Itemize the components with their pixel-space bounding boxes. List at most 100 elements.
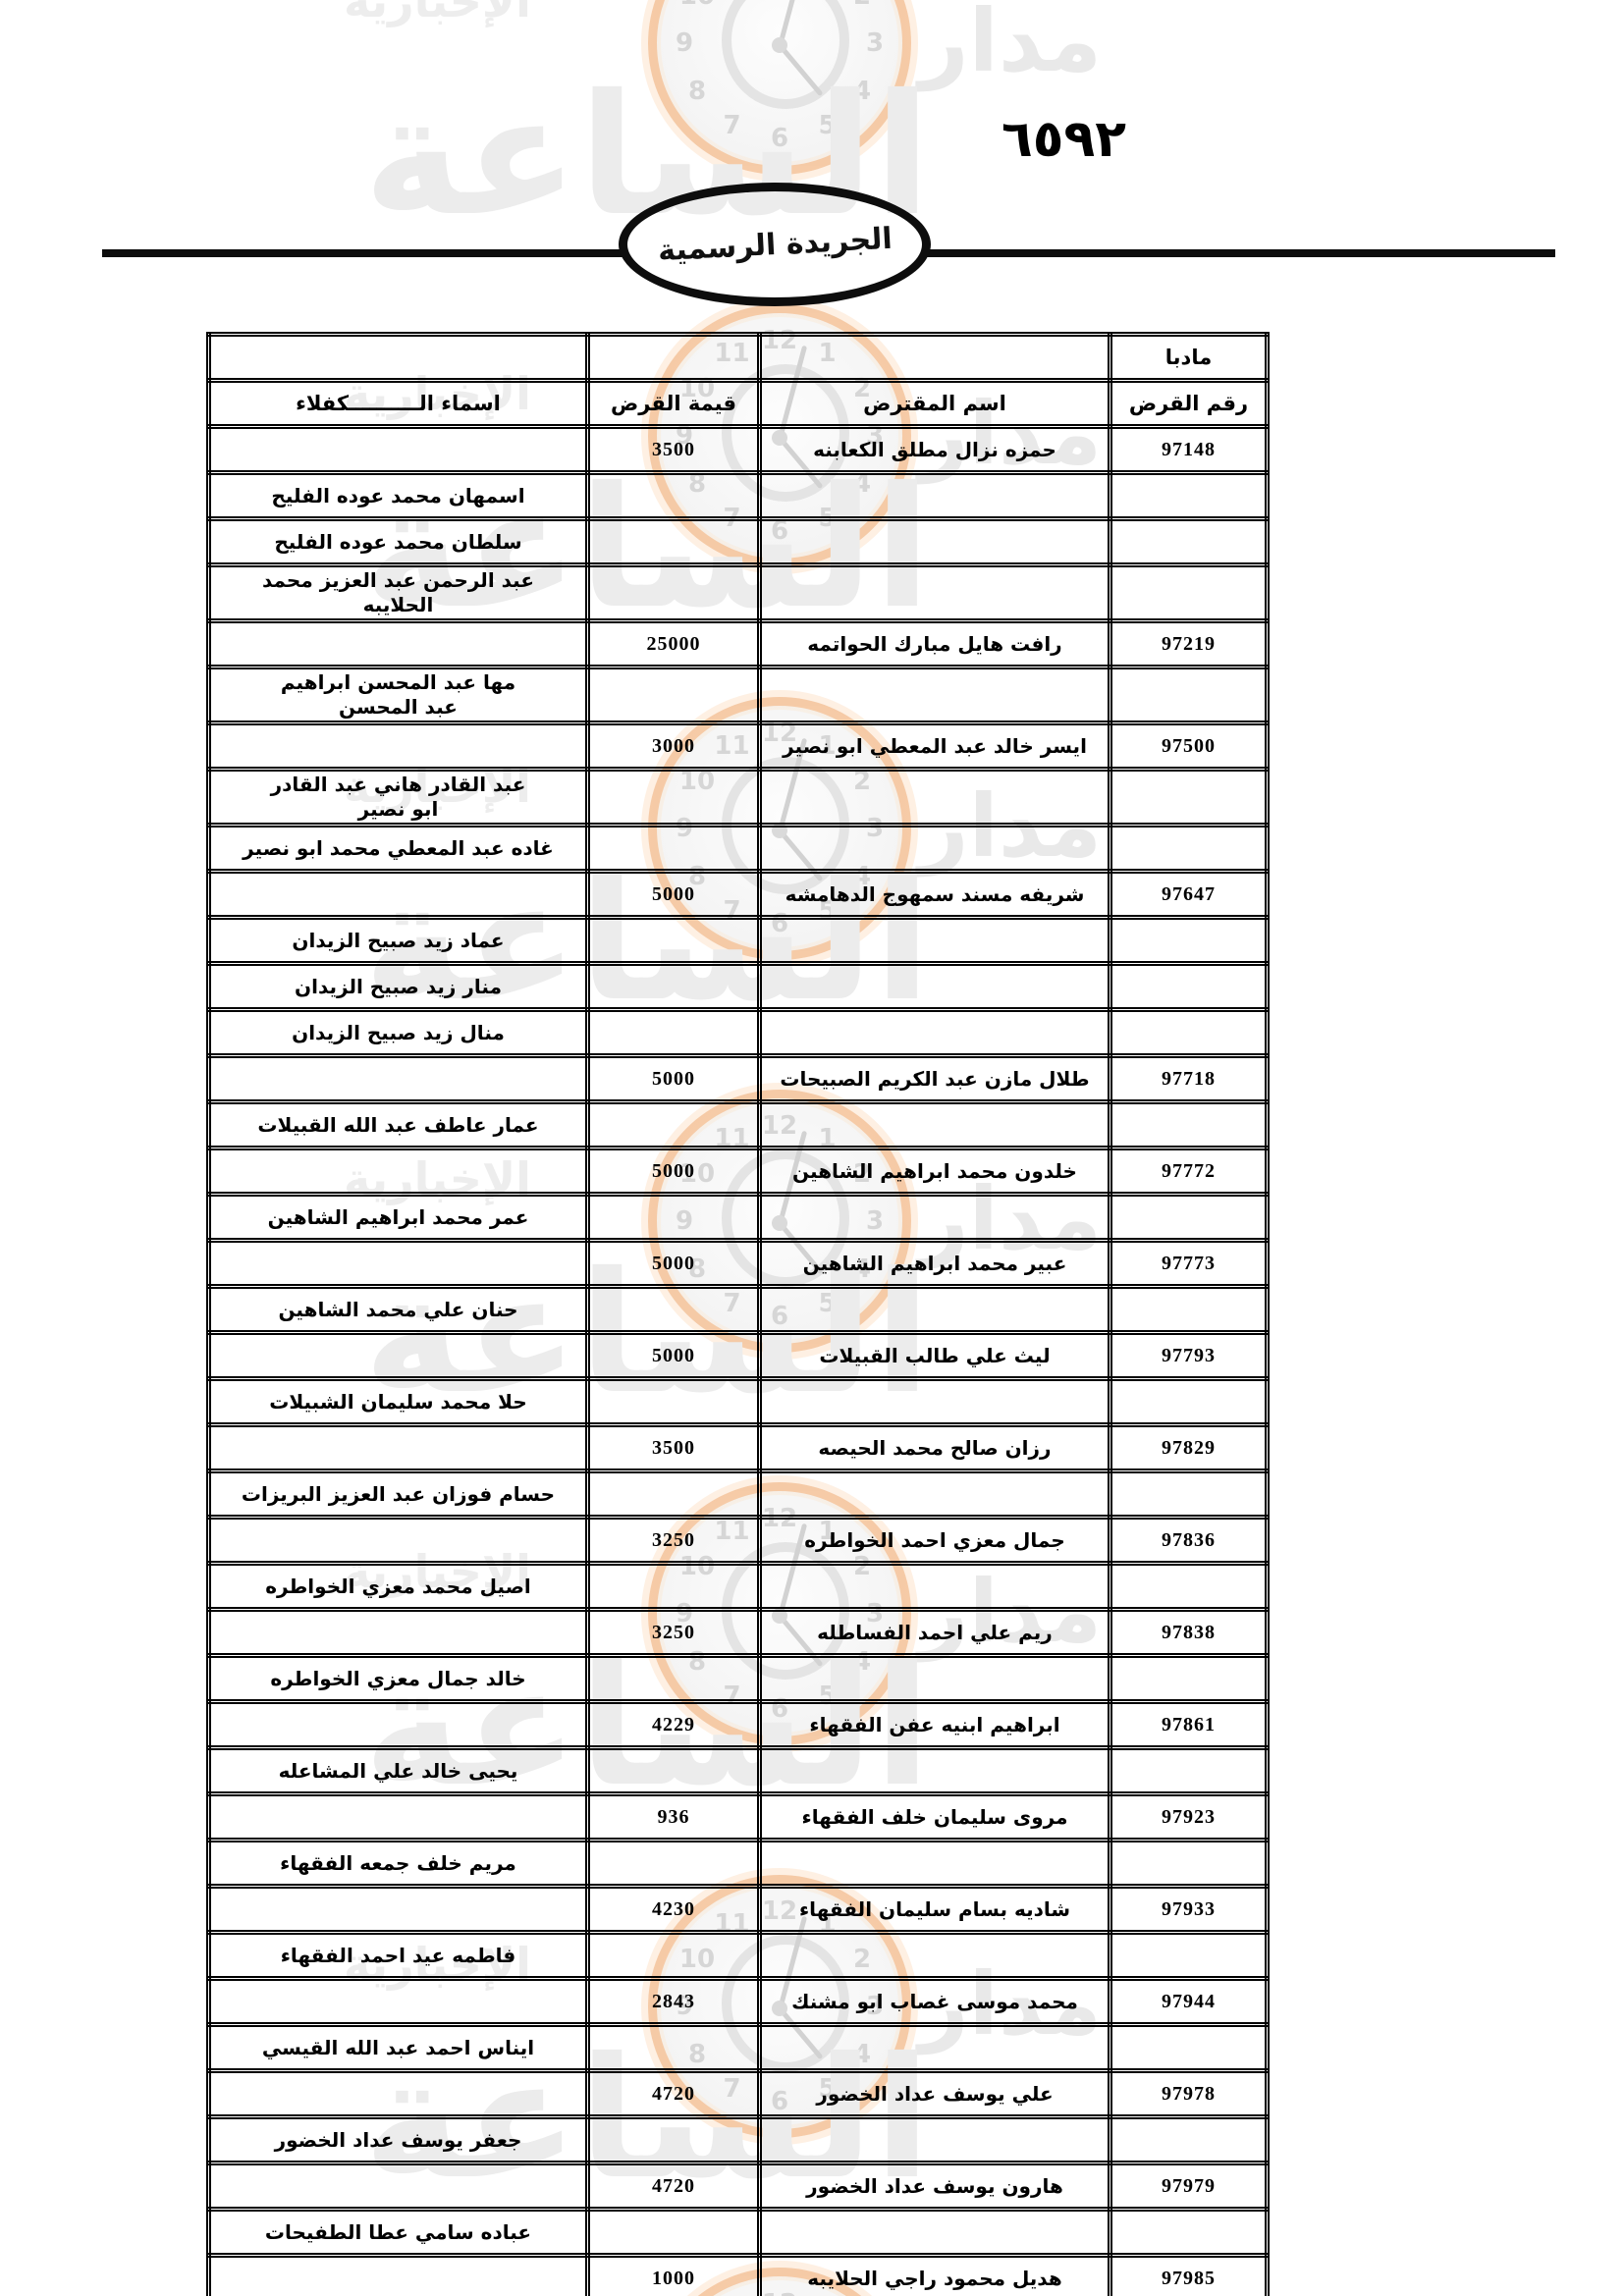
- table-row-guarantor: حسام فوزان عبد العزيز البريزات: [206, 1468, 1270, 1520]
- table-row-loan: 97933 شاديه بسام سليمان الفقهاء 4230: [206, 1884, 1270, 1935]
- loan-amount-cell: 4720: [585, 2068, 762, 2119]
- loan-amount-cell: 5000: [585, 1146, 762, 1197]
- empty-cell: [585, 2022, 762, 2073]
- guarantor-empty-cell: [206, 1053, 590, 1104]
- guarantor-empty-cell: [206, 1791, 590, 1842]
- empty-cell: [585, 516, 762, 567]
- guarantor-name-cell: عماد زيد صبيح الزيدان: [206, 915, 590, 966]
- empty-cell: [1108, 2207, 1270, 2258]
- empty-cell: [1108, 1561, 1270, 1612]
- table-row-loan: 97978 علي يوسف عداد الخضور 4720: [206, 2068, 1270, 2119]
- loan-number-cell: 97829: [1108, 1422, 1270, 1473]
- loan-amount-cell: 1000: [585, 2253, 762, 2296]
- table-row-guarantor: عمر محمد ابراهيم الشاهين: [206, 1192, 1270, 1243]
- empty-cell: [585, 767, 762, 828]
- empty-cell: [585, 1838, 762, 1889]
- guarantor-empty-cell: [206, 1146, 590, 1197]
- loan-number-cell: 97985: [1108, 2253, 1270, 2296]
- region-cell: مادبا: [1108, 332, 1270, 383]
- watermark-brand-word: الإخبارية: [344, 0, 531, 27]
- empty-cell: [585, 332, 762, 383]
- col-header-loan-number: رقم القرض: [1108, 378, 1270, 429]
- table-row-region: مادبا: [206, 332, 1270, 383]
- empty-cell: [585, 2207, 762, 2258]
- table-row-guarantor: غاده عبد المعطي محمد ابو نصير: [206, 823, 1270, 874]
- table-row-guarantor: خالد جمال معزي الخواطره: [206, 1653, 1270, 1704]
- empty-cell: [757, 1745, 1112, 1796]
- table-row-loan: 97985 هديل محمود راجي الحلايبه 1000: [206, 2253, 1270, 2296]
- clock-minute-hand: [777, 0, 808, 49]
- guarantor-name-cell: جعفر يوسف عداد الخضور: [206, 2114, 590, 2165]
- borrower-name-cell: هديل محمود راجي الحلايبه: [757, 2253, 1112, 2296]
- guarantor-name-cell: ايناس احمد عبد الله القيسي: [206, 2022, 590, 2073]
- table-row-guarantor: اسمهان محمد عوده الفليح: [206, 470, 1270, 521]
- table-row-guarantor: عباده سامي عطا الطفيحات: [206, 2207, 1270, 2258]
- borrower-name-cell: طلال مازن عبد الكريم الصبيحات: [757, 1053, 1112, 1104]
- borrower-name-cell: حمزه نزال مطلق الكعابنه: [757, 424, 1112, 475]
- guarantor-name-cell: غاده عبد المعطي محمد ابو نصير: [206, 823, 590, 874]
- loan-amount-cell: 3500: [585, 1422, 762, 1473]
- guarantor-empty-cell: [206, 2161, 590, 2212]
- empty-cell: [757, 2207, 1112, 2258]
- table-row-loan: 97944 محمد موسى غصاب ابو مشنك 2843: [206, 1976, 1270, 2027]
- loan-number-cell: 97838: [1108, 1607, 1270, 1658]
- guarantor-name-cell: حلا محمد سليمان الشبيلات: [206, 1376, 590, 1427]
- clock-number: 4: [852, 76, 872, 106]
- empty-cell: [757, 1007, 1112, 1058]
- table-row-loan: 97772 خلدون محمد ابراهيم الشاهين 5000: [206, 1146, 1270, 1197]
- loan-number-cell: 97718: [1108, 1053, 1270, 1104]
- empty-cell: [1108, 1930, 1270, 1981]
- table-row-guarantor: منال زيد صبيح الزيدان: [206, 1007, 1270, 1058]
- empty-cell: [757, 1653, 1112, 1704]
- empty-cell: [1108, 1468, 1270, 1520]
- table-row-guarantor: عماد زيد صبيح الزيدان: [206, 915, 1270, 966]
- empty-cell: [585, 915, 762, 966]
- empty-cell: [757, 1284, 1112, 1335]
- table-row-guarantor: اصيل محمد معزي الخواطره: [206, 1561, 1270, 1612]
- loan-number-cell: 97500: [1108, 721, 1270, 772]
- table-row-guarantor: ايناس احمد عبد الله القيسي: [206, 2022, 1270, 2073]
- empty-cell: [757, 1561, 1112, 1612]
- guarantor-name-cell: عبد القادر هاني عبد القادر ابو نصير: [206, 767, 590, 828]
- empty-cell: [1108, 823, 1270, 874]
- empty-cell: [757, 2114, 1112, 2165]
- header-rule-left: [102, 249, 626, 257]
- guarantor-name-cell: اصيل محمد معزي الخواطره: [206, 1561, 590, 1612]
- borrower-name-cell: شاديه بسام سليمان الفقهاء: [757, 1884, 1112, 1935]
- table-row-loan: 97836 جمال معزي احمد الخواطره 3250: [206, 1515, 1270, 1566]
- empty-cell: [757, 823, 1112, 874]
- empty-cell: [757, 1468, 1112, 1520]
- borrower-name-cell: محمد موسى غصاب ابو مشنك: [757, 1976, 1112, 2027]
- table-row-guarantor: جعفر يوسف عداد الخضور: [206, 2114, 1270, 2165]
- loan-number-cell: 97861: [1108, 1699, 1270, 1750]
- loan-amount-cell: 25000: [585, 618, 762, 669]
- guarantor-name-cell: منال زيد صبيح الزيدان: [206, 1007, 590, 1058]
- empty-cell: [1108, 767, 1270, 828]
- table-row-loan: 97861 ابراهيم ابنيه عفن الفقهاء 4229: [206, 1699, 1270, 1750]
- loan-number-cell: 97219: [1108, 618, 1270, 669]
- table-row-guarantor: حنان علي محمد الشاهين: [206, 1284, 1270, 1335]
- clock-number: 8: [687, 76, 707, 106]
- table-row-header: رقم القرض اسم المقترض قيمة القرض اسماء ا…: [206, 378, 1270, 429]
- empty-cell: [1108, 2022, 1270, 2073]
- table-row-loan: 97793 ليث علي طالب القبيلات 5000: [206, 1330, 1270, 1381]
- borrower-name-cell: عبير محمد ابراهيم الشاهين: [757, 1238, 1112, 1289]
- empty-cell: [585, 1099, 762, 1150]
- clock-hour-hand: [776, 41, 824, 97]
- guarantor-empty-cell: [206, 424, 590, 475]
- empty-cell: [757, 516, 1112, 567]
- clock-number: 5: [818, 111, 837, 140]
- empty-cell: [1108, 1376, 1270, 1427]
- empty-cell: [1108, 1284, 1270, 1335]
- empty-cell: [585, 961, 762, 1012]
- loan-number-cell: 97836: [1108, 1515, 1270, 1566]
- guarantor-name-cell: عبد الرحمن عبد العزيز محمد الحلايبه: [206, 562, 590, 623]
- guarantor-empty-cell: [206, 1238, 590, 1289]
- empty-cell: [757, 915, 1112, 966]
- guarantor-empty-cell: [206, 1976, 590, 2027]
- loan-number-cell: 97793: [1108, 1330, 1270, 1381]
- empty-cell: [757, 1376, 1112, 1427]
- table-row-loan: 97500 ايسر خالد عبد المعطي ابو نصير 3000: [206, 721, 1270, 772]
- empty-cell: [585, 2114, 762, 2165]
